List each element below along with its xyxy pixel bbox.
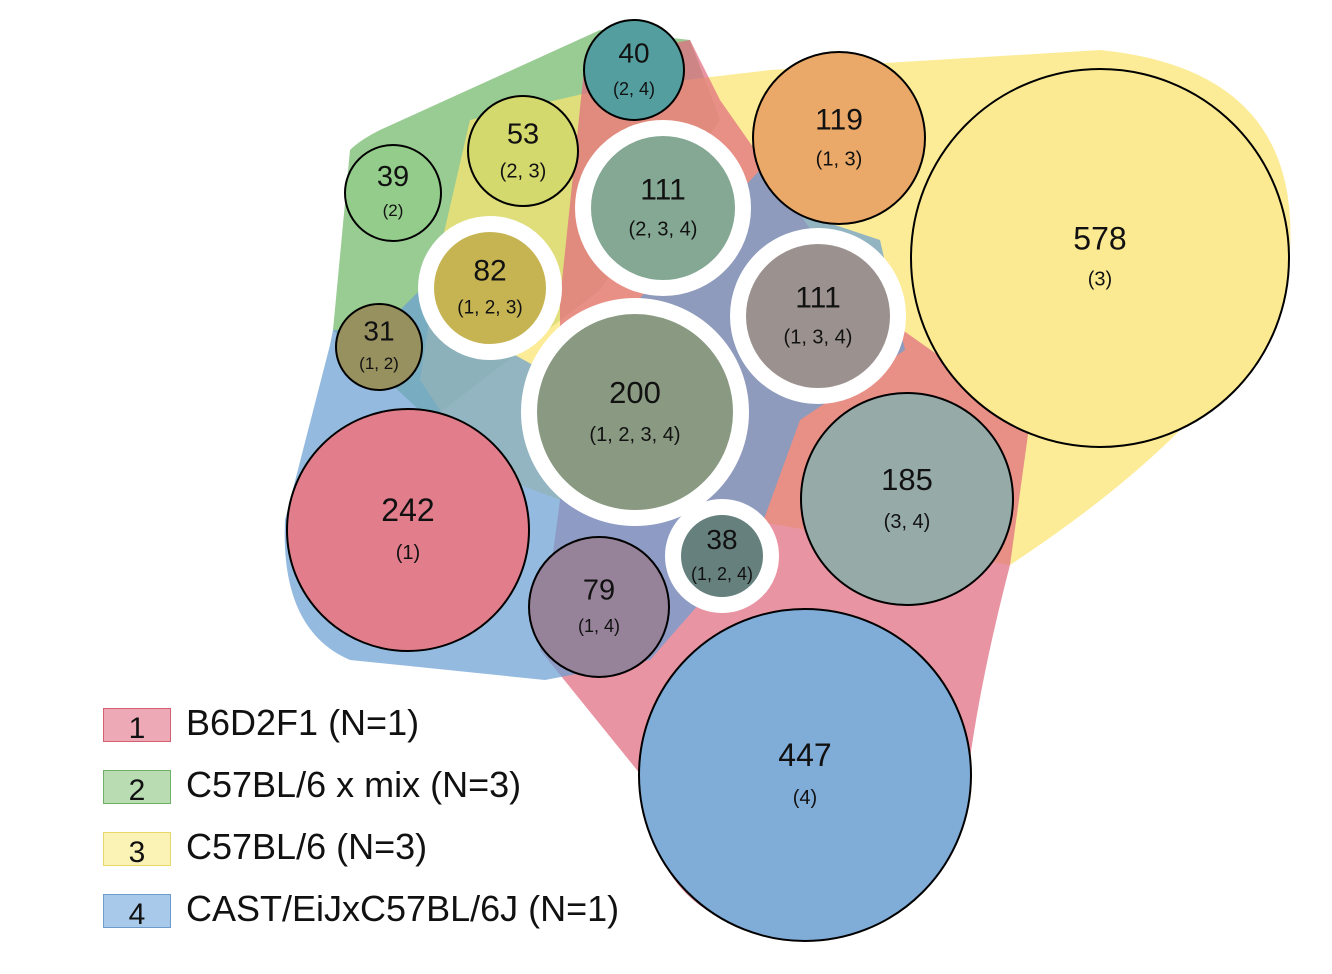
bubble-count-label: 119 — [815, 104, 863, 137]
bubble-combo-label: (1, 2, 4) — [691, 564, 753, 584]
bubble-count-label: 185 — [881, 462, 933, 497]
bubble-count-label: 111 — [795, 282, 841, 315]
bubble-combo-label: (3) — [1088, 269, 1112, 291]
bubble-circle — [344, 144, 442, 242]
bubble-circle — [730, 228, 906, 404]
legend-swatch-group-2: 2 — [103, 770, 171, 807]
bubble-combo-label: (1, 3) — [816, 149, 863, 171]
bubble-combo-label: (1, 2, 3) — [457, 298, 522, 319]
bubble-1: 242 (1) — [286, 408, 530, 652]
bubble-circle — [528, 536, 670, 678]
bubble-2-3: 53 (2, 3) — [467, 95, 579, 207]
bubble-1-2: 31 (1, 2) — [335, 303, 423, 391]
bubble-combo-label: (2, 4) — [613, 79, 655, 99]
legend-swatch-group-4: 4 — [103, 894, 171, 931]
bubble-2-4: 40 (2, 4) — [583, 19, 685, 121]
legend-item-group-2: 2 C57BL/6 x mix (N=3) — [103, 760, 803, 822]
bubble-count-label: 39 — [377, 161, 409, 193]
bubble-count-label: 40 — [618, 37, 649, 68]
bubble-combo-label: (1, 2, 3, 4) — [589, 424, 680, 446]
bubble-circle — [638, 608, 972, 942]
bubble-4: 447 (4) — [638, 608, 972, 942]
bubble-2-3-4: 111 (2, 3, 4) — [575, 120, 751, 296]
legend-swatch-group-1: 1 — [103, 708, 171, 745]
bubble-combo-label: (1, 4) — [578, 616, 620, 636]
bubble-count-label: 38 — [706, 524, 737, 555]
bubble-combo-label: (2) — [383, 201, 404, 220]
bubble-count-label: 79 — [583, 574, 615, 606]
bubble-circle — [467, 95, 579, 207]
intersection-bubbles: 40(2, 4)53(2, 3)39(2)111(2, 3, 4)119(1, … — [286, 19, 1290, 942]
bubble-circle — [286, 408, 530, 652]
bubble-combo-label: (1) — [396, 542, 420, 564]
bubble-count-label: 31 — [363, 316, 394, 347]
bubble-1-3-4: 111 (1, 3, 4) — [730, 228, 906, 404]
legend-label-group-4: CAST/EiJxC57BL/6J (N=1) — [186, 888, 620, 929]
bubble-circle — [575, 120, 751, 296]
legend-item-group-4: 4 CAST/EiJxC57BL/6J (N=1) — [103, 884, 803, 946]
legend: 1 B6D2F1 (N=1) 2 C57BL/6 x mix (N=3) 3 C… — [103, 698, 803, 946]
legend-label-group-1: B6D2F1 (N=1) — [186, 702, 420, 743]
bubble-count-label: 200 — [609, 375, 661, 410]
bubble-circle — [752, 51, 926, 225]
legend-label-group-2: C57BL/6 x mix (N=3) — [186, 764, 522, 805]
legend-label-group-3: C57BL/6 (N=3) — [186, 826, 428, 867]
bubble-1-3: 119 (1, 3) — [752, 51, 926, 225]
bubble-2: 39(2) — [344, 144, 442, 242]
bubble-combo-label: (1, 2) — [359, 354, 399, 373]
bubble-combo-label: (2, 3, 4) — [629, 219, 698, 241]
bubble-1-4: 79 (1, 4) — [528, 536, 670, 678]
bubble-circle — [665, 499, 779, 613]
bubble-count-label: 82 — [473, 254, 506, 287]
legend-item-group-3: 3 C57BL/6 (N=3) — [103, 822, 803, 884]
bubble-circle — [583, 19, 685, 121]
bubble-combo-label: (2, 3) — [500, 160, 547, 182]
bubble-count-label: 53 — [507, 118, 539, 150]
bubble-1-2-3: 82 (1, 2, 3) — [418, 216, 562, 360]
bubble-1-2-3-4: 200 (1, 2, 3, 4) — [521, 298, 749, 526]
bubble-count-label: 242 — [381, 492, 434, 528]
legend-swatch-group-3: 3 — [103, 832, 171, 869]
bubble-count-label: 447 — [778, 737, 831, 773]
bubble-circle — [800, 392, 1014, 606]
bubble-3: 578 (3) — [910, 68, 1290, 448]
bubble-circle — [418, 216, 562, 360]
bubble-count-label: 111 — [640, 174, 686, 207]
bubble-3-4: 185 (3, 4) — [800, 392, 1014, 606]
bubble-circle — [910, 68, 1290, 448]
bubble-count-label: 578 — [1073, 221, 1126, 257]
bubble-1-2-4: 38 (1, 2, 4) — [665, 499, 779, 613]
bubble-combo-label: (4) — [793, 787, 817, 809]
bubble-combo-label: (3, 4) — [884, 511, 931, 533]
bubble-combo-label: (1, 3, 4) — [784, 327, 853, 349]
bubble-circle — [521, 298, 749, 526]
legend-item-group-1: 1 B6D2F1 (N=1) — [103, 698, 803, 760]
bubble-circle — [335, 303, 423, 391]
